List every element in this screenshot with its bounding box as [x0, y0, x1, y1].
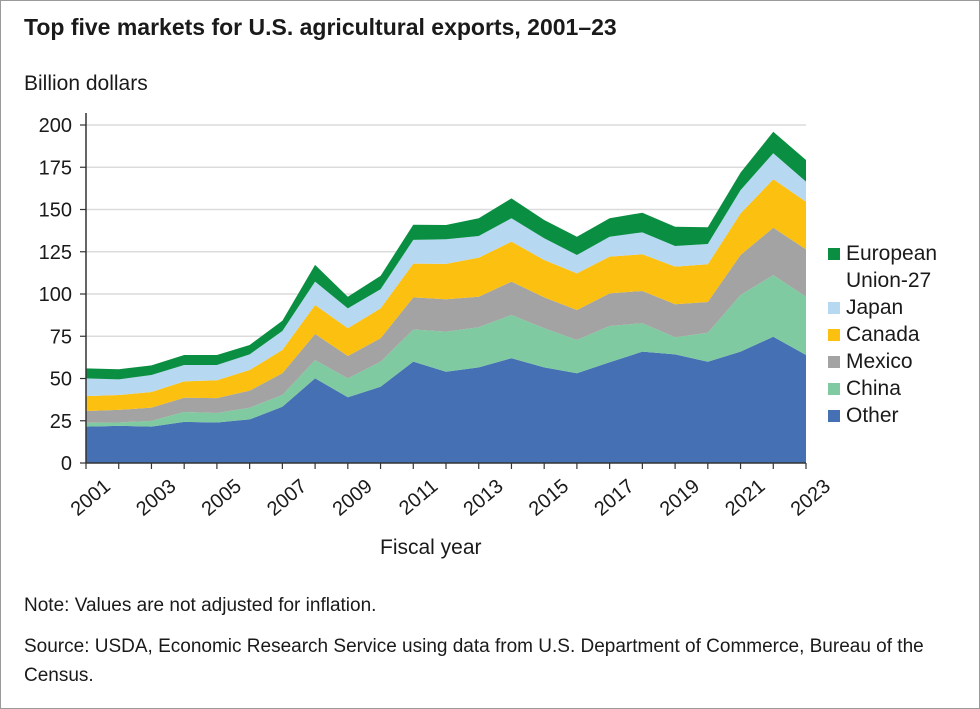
- y-tick-label: 200: [39, 115, 72, 137]
- legend-label: Other: [846, 404, 899, 427]
- x-tick-label: 2019: [656, 475, 704, 520]
- legend: European Union-27 Japan Canada Mexico Ch…: [828, 240, 937, 429]
- x-axis-label: Fiscal year: [380, 536, 482, 559]
- legend-label: European Union-27: [846, 242, 938, 292]
- legend-item-japan: Japan: [828, 294, 937, 321]
- y-tick-label: 125: [39, 242, 72, 264]
- y-tick-label: 150: [39, 200, 72, 222]
- x-tick-label: 2011: [395, 475, 442, 520]
- legend-swatch: [828, 383, 840, 395]
- legend-item-canada: Canada: [828, 321, 937, 348]
- source: Source: USDA, Economic Research Service …: [24, 636, 924, 686]
- x-tick-label: 2009: [329, 475, 377, 520]
- area-canada: [86, 179, 806, 411]
- area-series: [86, 131, 806, 463]
- legend-item-eu: European Union-27: [828, 240, 937, 294]
- legend-swatch: [828, 329, 840, 341]
- y-tick-label: 100: [39, 284, 72, 306]
- area-other: [86, 336, 806, 463]
- y-tick-label: 0: [61, 453, 72, 475]
- x-tick-label: 2015: [525, 475, 573, 520]
- legend-label: Mexico: [846, 350, 913, 373]
- legend-label: Japan: [846, 296, 904, 319]
- x-tick-label: 2007: [263, 475, 311, 520]
- x-tick-label: 2021: [721, 475, 769, 520]
- legend-item-china: China: [828, 375, 937, 402]
- y-axis-label: Billion dollars: [24, 72, 148, 95]
- legend-item-mexico: Mexico: [828, 348, 937, 375]
- legend-swatch: [828, 302, 840, 314]
- legend-label: Canada: [846, 323, 920, 346]
- x-tick-label: 2023: [787, 475, 835, 520]
- x-tick-label: 2005: [198, 475, 246, 520]
- legend-item-other: Other: [828, 402, 937, 429]
- legend-swatch: [828, 410, 840, 422]
- y-tick-label: 25: [50, 411, 72, 433]
- y-tick-label: 75: [50, 326, 72, 348]
- y-tick-label: 50: [50, 369, 72, 391]
- x-tick-label: 2003: [132, 475, 180, 520]
- chart-title: Top five markets for U.S. agricultural e…: [24, 14, 617, 40]
- legend-swatch: [828, 356, 840, 368]
- x-tick-label: 2017: [590, 475, 638, 520]
- legend-label: China: [846, 377, 901, 400]
- x-tick-label: 2001: [67, 475, 115, 520]
- legend-swatch: [828, 248, 840, 260]
- x-tick-label: 2013: [459, 475, 507, 520]
- y-tick-label: 175: [39, 157, 72, 179]
- area-mexico: [86, 227, 806, 423]
- area-china: [86, 275, 806, 427]
- note: Note: Values are not adjusted for inflat…: [24, 595, 377, 616]
